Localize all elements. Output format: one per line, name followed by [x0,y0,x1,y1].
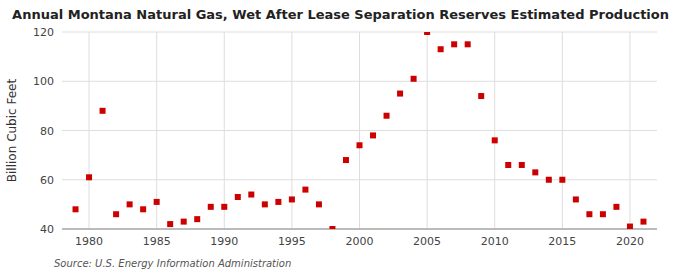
x-tick-label: 2005 [413,235,441,248]
point [86,174,92,180]
point [424,32,430,35]
point [113,211,119,217]
point [100,108,106,114]
x-tick-label: 2015 [548,235,576,248]
x-tick-label: 1985 [143,235,171,248]
point [208,204,214,210]
point [357,142,363,148]
x-tick-label: 1995 [278,235,306,248]
point [127,201,133,207]
point [397,91,403,97]
point [627,224,633,229]
point [451,41,457,47]
point [600,211,606,217]
point [262,201,268,207]
point [492,137,498,143]
point [248,192,254,198]
point [505,162,511,168]
chart: 40 60 80 100 120 1980 1985 1990 1995 2000 2005 2010… [0,0,675,275]
point [586,211,592,217]
point [167,221,173,227]
point [289,196,295,202]
point [613,204,619,210]
x-grid-line [224,32,225,229]
points [73,32,647,229]
point [438,46,444,52]
x-grid-line [562,32,563,229]
y-tick-label: 40 [40,223,54,236]
y-axis-label: Billion Cubic Feet [5,79,19,183]
point [384,113,390,119]
y-tick-label: 120 [33,26,54,39]
y-tick-label: 60 [40,174,54,187]
x-tick-label: 2010 [481,235,509,248]
point [546,177,552,183]
point [154,199,160,205]
grid [62,32,657,229]
x-grid-line [494,32,495,229]
x-tick-label: 1990 [210,235,238,248]
point [221,204,227,210]
y-tick-label: 80 [40,125,54,138]
point [343,157,349,163]
y-tick-label: 100 [33,75,54,88]
point [140,206,146,212]
point [411,76,417,82]
y-grid-line [62,229,657,230]
point [465,41,471,47]
point [73,206,79,212]
point [194,216,200,222]
x-tick-label: 2000 [346,235,374,248]
title: Annual Montana Natural Gas, Wet After Le… [12,7,669,22]
point [559,177,565,183]
x-grid-line [427,32,428,229]
x-grid-line [629,32,630,229]
point [640,219,646,225]
x-axis-line [62,229,657,230]
x-grid-line [89,32,90,229]
point [478,93,484,99]
point [181,219,187,225]
x-tick-label: 1980 [75,235,103,248]
x-grid-line [359,32,360,229]
point [302,187,308,193]
point [329,226,335,229]
point [370,132,376,138]
point [532,169,538,175]
point [519,162,525,168]
point [573,196,579,202]
point [235,194,241,200]
point [275,199,281,205]
point [316,201,322,207]
source-note: Source: U.S. Energy Information Administ… [54,258,291,269]
x-tick-label: 2020 [616,235,644,248]
